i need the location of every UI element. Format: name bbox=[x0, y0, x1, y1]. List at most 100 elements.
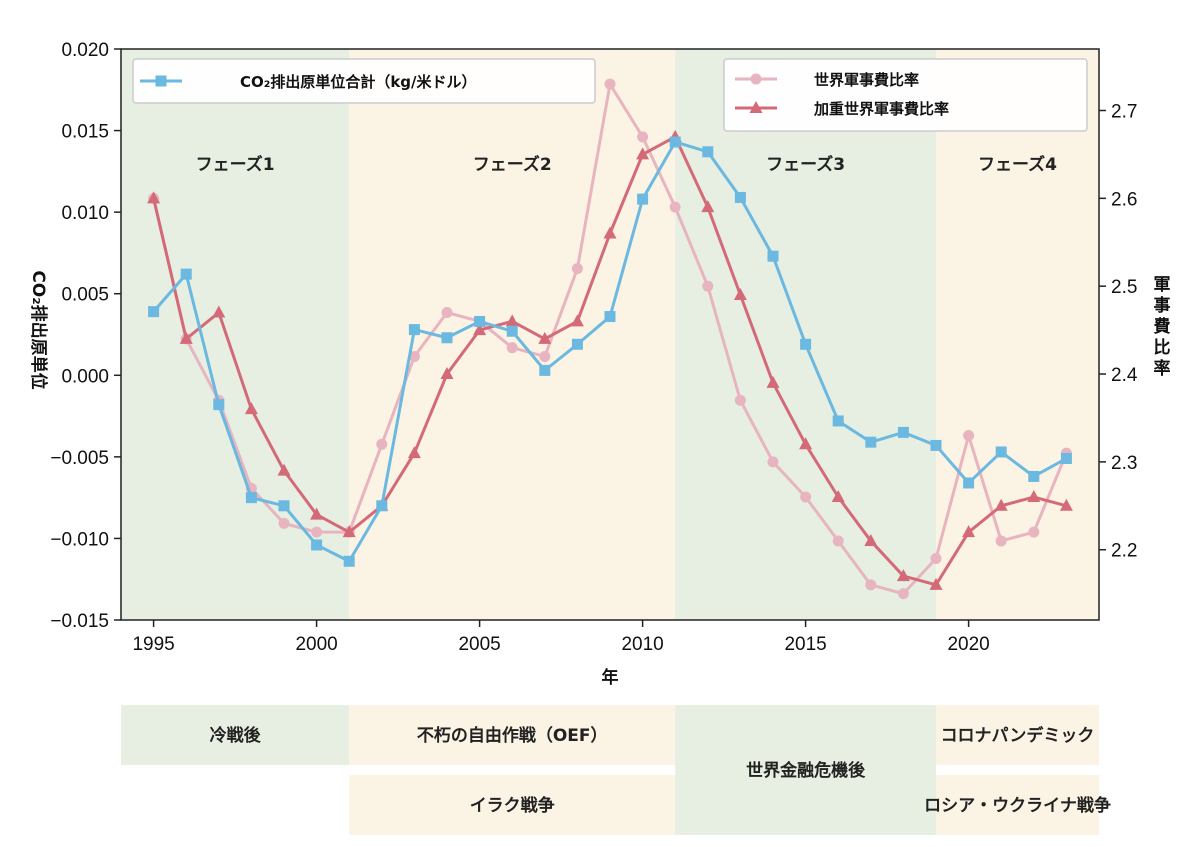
y-left-tick-label: −0.005 bbox=[50, 448, 109, 469]
phase-bands: フェーズ1 フェーズ2 フェーズ3 フェーズ4 bbox=[121, 49, 1099, 620]
x-tick-label: 2020 bbox=[947, 634, 989, 655]
data-point bbox=[636, 147, 650, 160]
y-right-tick-label: 2.5 bbox=[1111, 277, 1137, 298]
data-point bbox=[963, 477, 975, 489]
y-left-tick-label: 0.000 bbox=[61, 366, 109, 387]
x-axis-label: 年 bbox=[602, 667, 619, 688]
data-point bbox=[342, 525, 356, 538]
data-point bbox=[800, 338, 812, 350]
data-point bbox=[733, 287, 747, 300]
data-point bbox=[734, 191, 746, 203]
y-right-tick-label: 2.2 bbox=[1111, 541, 1137, 562]
legend-label: CO₂排出原単位合計（kg/米ドル） bbox=[240, 73, 477, 91]
data-point bbox=[995, 535, 1007, 547]
phase-band-3 bbox=[675, 49, 936, 620]
x-tick-label: 2015 bbox=[784, 634, 826, 655]
y-left-tick-label: −0.015 bbox=[50, 611, 109, 632]
data-point bbox=[929, 577, 943, 590]
y-right-tick-label: 2.7 bbox=[1111, 101, 1137, 122]
data-point bbox=[311, 526, 323, 538]
data-point bbox=[767, 456, 779, 468]
data-point bbox=[701, 200, 715, 213]
data-point bbox=[311, 539, 323, 551]
data-point bbox=[440, 367, 454, 380]
legend-label: 世界軍事費比率 bbox=[814, 71, 919, 89]
data-point bbox=[1028, 526, 1040, 538]
event-label-4: 世界金融危機後 bbox=[746, 760, 866, 781]
data-point bbox=[539, 364, 551, 376]
data-point bbox=[963, 430, 975, 442]
event-band-4 bbox=[675, 705, 936, 835]
event-label-3: イラク戦争 bbox=[470, 795, 555, 816]
plot-frame bbox=[120, 48, 1100, 621]
data-point bbox=[864, 533, 878, 546]
legend-swatch-marker bbox=[155, 75, 167, 87]
series-2 bbox=[148, 78, 1072, 600]
data-point bbox=[277, 463, 291, 476]
y-left-tick-label: 0.015 bbox=[61, 122, 109, 143]
data-point bbox=[473, 323, 487, 336]
legend-swatch-marker bbox=[750, 73, 762, 85]
data-point bbox=[832, 415, 844, 427]
data-point bbox=[800, 491, 812, 503]
legend-entry-1: CO₂排出原単位合計（kg/米ドル） bbox=[140, 73, 477, 91]
data-point bbox=[702, 146, 714, 158]
legend-box-left bbox=[132, 58, 596, 104]
event-label-2: 不朽の自由作戦（OEF） bbox=[417, 725, 608, 746]
series-1 bbox=[148, 136, 1072, 567]
event-band-3 bbox=[349, 775, 676, 835]
data-point bbox=[994, 498, 1008, 511]
phase-label-2: フェーズ2 bbox=[473, 154, 552, 175]
event-timeline: 冷戦後 不朽の自由作戦（OEF） イラク戦争 世界金融危機後 コロナパンデミックロシア・… bbox=[121, 705, 1111, 835]
data-point bbox=[506, 325, 518, 337]
legend-co2: CO₂排出原単位合計（kg/米ドル） bbox=[132, 58, 596, 104]
data-point bbox=[1060, 452, 1072, 464]
event-label-6: ロシア・ウクライナ戦争 bbox=[924, 795, 1111, 816]
axes: 1995 2000 2005 2010 2015 2020 年 −0.015 −0.010 −0.… bbox=[28, 40, 1171, 688]
y-right-tick-label: 2.3 bbox=[1111, 453, 1137, 474]
y-right-tick-label: 2.6 bbox=[1111, 189, 1137, 210]
data-point bbox=[702, 280, 714, 292]
event-band-1 bbox=[121, 705, 350, 765]
data-point bbox=[245, 492, 257, 504]
data-point bbox=[896, 569, 910, 582]
phase-band-4 bbox=[936, 49, 1099, 620]
legend-entry-2: 世界軍事費比率 bbox=[735, 71, 919, 89]
data-point bbox=[505, 314, 519, 327]
legend-box-right bbox=[723, 58, 1088, 132]
data-point bbox=[799, 437, 813, 450]
data-point bbox=[244, 402, 258, 415]
data-point bbox=[669, 201, 681, 213]
data-point bbox=[571, 263, 583, 275]
event-band-2 bbox=[349, 705, 676, 765]
data-point bbox=[995, 446, 1007, 458]
y-left-tick-label: 0.020 bbox=[61, 40, 109, 61]
event-label-1: 冷戦後 bbox=[210, 725, 262, 746]
x-tick-label: 1995 bbox=[132, 634, 174, 655]
y-right-axis-label: 軍事費比率 bbox=[1154, 275, 1171, 379]
data-point bbox=[734, 394, 746, 406]
x-tick-label: 2010 bbox=[621, 634, 663, 655]
data-point bbox=[767, 250, 779, 262]
data-point bbox=[1027, 490, 1041, 503]
event-label-5: コロナパンデミック bbox=[941, 725, 1095, 746]
data-point bbox=[930, 439, 942, 451]
data-point bbox=[343, 555, 355, 567]
x-tick-label: 2000 bbox=[295, 634, 337, 655]
data-point bbox=[278, 500, 290, 512]
y-left-tick-label: −0.010 bbox=[50, 529, 109, 550]
data-point bbox=[831, 490, 845, 503]
phase-label-4: フェーズ4 bbox=[978, 154, 1057, 175]
legend-label: 加重世界軍事費比率 bbox=[813, 100, 949, 118]
data-point bbox=[1028, 470, 1040, 482]
data-point bbox=[441, 332, 453, 344]
y-left-axis-label: CO₂排出原単位 bbox=[28, 270, 49, 389]
data-point bbox=[212, 305, 226, 318]
data-point bbox=[310, 507, 324, 520]
data-point bbox=[669, 136, 681, 148]
event-band-5 bbox=[936, 705, 1099, 765]
data-point bbox=[637, 131, 649, 143]
data-point bbox=[408, 324, 420, 336]
